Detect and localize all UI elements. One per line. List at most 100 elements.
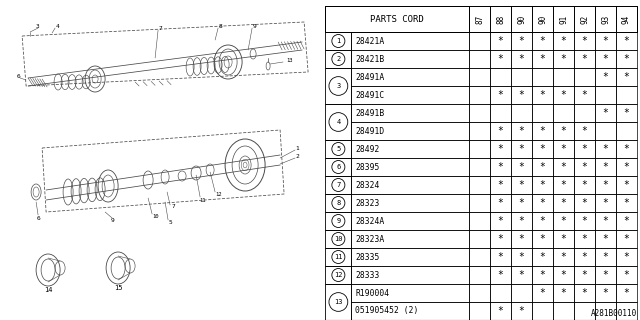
Text: *: * <box>603 162 609 172</box>
Bar <box>325 140 351 158</box>
Text: 92: 92 <box>580 14 589 24</box>
Bar <box>325 212 351 230</box>
Text: *: * <box>540 234 545 244</box>
Bar <box>595 194 616 212</box>
Bar <box>511 284 532 302</box>
Bar <box>325 32 351 50</box>
Text: *: * <box>561 144 566 154</box>
Bar <box>490 86 511 104</box>
Bar <box>553 248 574 266</box>
Bar <box>469 50 490 68</box>
Text: *: * <box>623 216 629 226</box>
Text: *: * <box>540 270 545 280</box>
Text: 2: 2 <box>295 155 299 159</box>
Text: *: * <box>561 36 566 46</box>
Text: 14: 14 <box>44 287 52 293</box>
Bar <box>511 6 532 32</box>
Text: *: * <box>518 162 525 172</box>
Text: A281B00110: A281B00110 <box>591 309 637 318</box>
Bar <box>351 86 469 104</box>
Bar <box>469 194 490 212</box>
Bar <box>325 176 351 194</box>
Text: *: * <box>603 216 609 226</box>
Bar <box>616 68 637 86</box>
Text: 5: 5 <box>168 220 172 226</box>
Text: *: * <box>582 180 588 190</box>
Text: *: * <box>603 270 609 280</box>
Bar <box>595 68 616 86</box>
Text: 90: 90 <box>538 14 547 24</box>
Bar <box>532 266 553 284</box>
Text: *: * <box>623 54 629 64</box>
Text: 28421A: 28421A <box>355 36 385 45</box>
Text: *: * <box>518 90 525 100</box>
Bar <box>511 140 532 158</box>
Text: 28323A: 28323A <box>355 235 385 244</box>
Bar <box>532 284 553 302</box>
Bar <box>469 266 490 284</box>
Bar <box>325 266 351 284</box>
Bar <box>595 212 616 230</box>
Bar <box>490 158 511 176</box>
Bar <box>511 50 532 68</box>
Text: *: * <box>518 306 525 316</box>
Bar <box>574 248 595 266</box>
Bar <box>553 266 574 284</box>
Text: *: * <box>603 54 609 64</box>
Bar <box>553 50 574 68</box>
Bar <box>469 212 490 230</box>
Text: 28333: 28333 <box>355 270 380 279</box>
Text: 90: 90 <box>517 14 526 24</box>
Text: *: * <box>603 288 609 298</box>
Text: *: * <box>561 252 566 262</box>
Bar <box>595 248 616 266</box>
Bar <box>532 6 553 32</box>
Bar <box>532 122 553 140</box>
Bar <box>616 230 637 248</box>
Text: *: * <box>540 144 545 154</box>
Bar <box>351 122 469 140</box>
Bar <box>553 122 574 140</box>
Text: 2: 2 <box>336 56 340 62</box>
Text: *: * <box>498 198 504 208</box>
Text: *: * <box>518 198 525 208</box>
Bar <box>532 194 553 212</box>
Text: *: * <box>623 288 629 298</box>
Bar <box>574 68 595 86</box>
Bar <box>553 176 574 194</box>
Text: *: * <box>582 216 588 226</box>
Text: PARTS CORD: PARTS CORD <box>371 14 424 23</box>
Text: *: * <box>498 162 504 172</box>
Bar <box>469 86 490 104</box>
Bar <box>595 176 616 194</box>
Text: *: * <box>518 36 525 46</box>
Text: *: * <box>540 126 545 136</box>
Bar <box>351 158 469 176</box>
Text: 88: 88 <box>496 14 505 24</box>
Text: 13: 13 <box>286 59 292 63</box>
Bar <box>490 104 511 122</box>
Bar <box>595 104 616 122</box>
Text: 28492: 28492 <box>355 145 380 154</box>
Text: *: * <box>518 54 525 64</box>
Text: 10: 10 <box>334 236 342 242</box>
Text: 051905452 (2): 051905452 (2) <box>355 307 419 316</box>
Bar <box>616 284 637 302</box>
Bar <box>574 140 595 158</box>
Bar <box>325 6 637 32</box>
Bar <box>490 122 511 140</box>
Bar <box>325 68 351 104</box>
Bar <box>616 194 637 212</box>
Text: *: * <box>561 198 566 208</box>
Text: 28335: 28335 <box>355 252 380 261</box>
Text: 94: 94 <box>622 14 631 24</box>
Bar <box>616 302 637 320</box>
Text: *: * <box>623 72 629 82</box>
Bar <box>616 140 637 158</box>
Bar <box>351 266 469 284</box>
Bar <box>490 50 511 68</box>
Bar <box>595 266 616 284</box>
Text: 87: 87 <box>475 14 484 24</box>
Text: 4: 4 <box>55 25 59 29</box>
Text: *: * <box>498 252 504 262</box>
